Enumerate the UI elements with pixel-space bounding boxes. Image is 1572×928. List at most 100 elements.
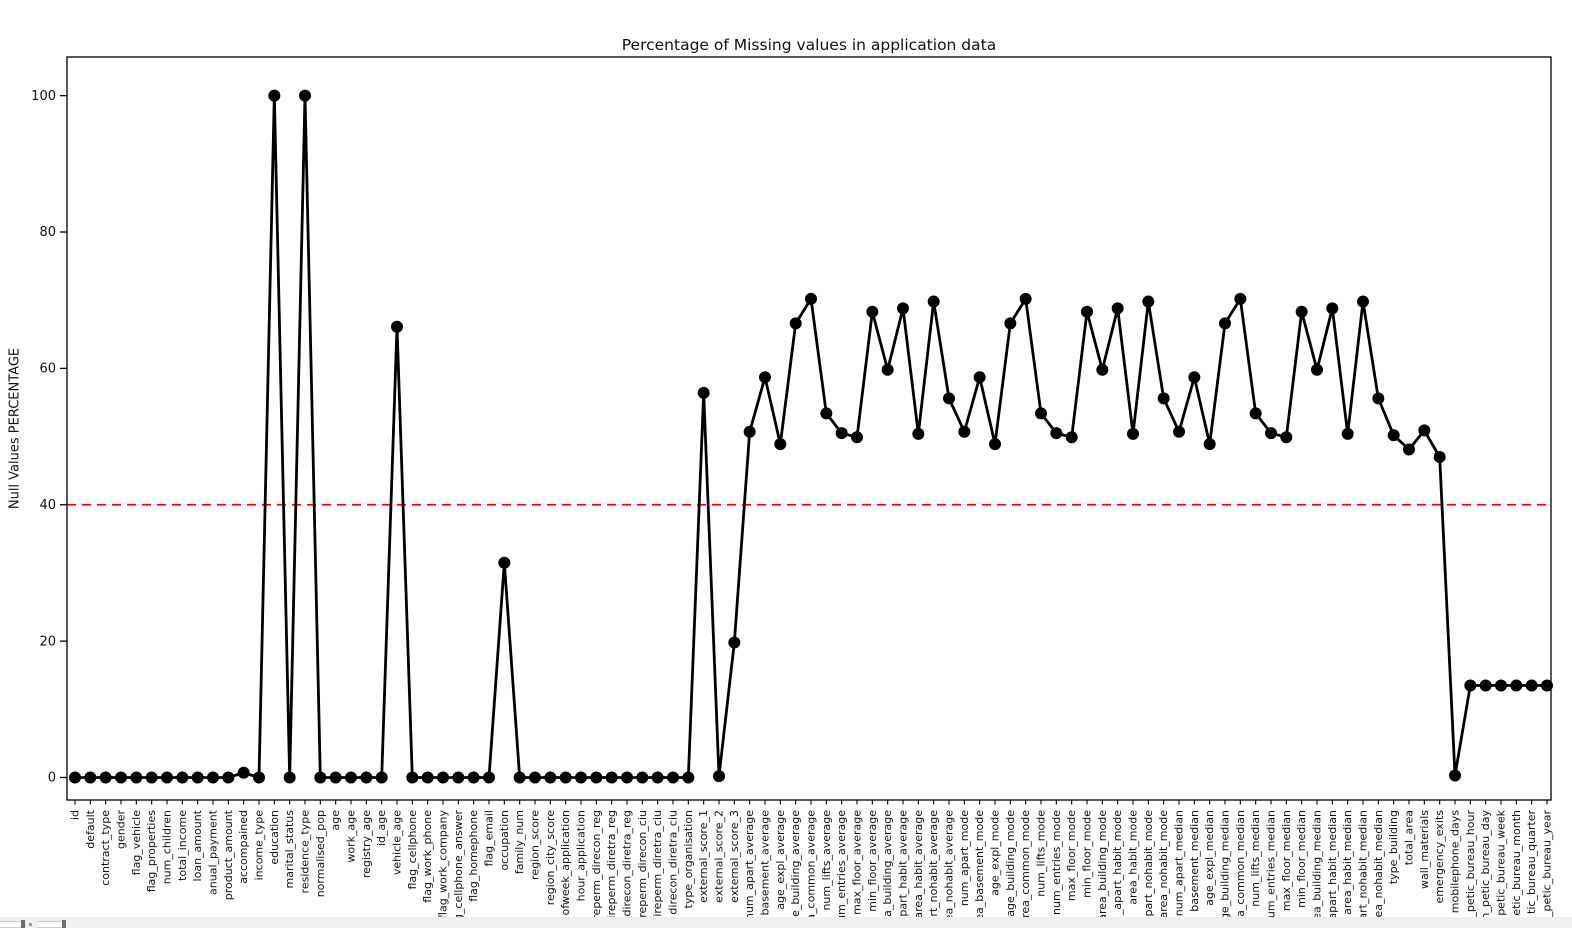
data-point-marker [483,771,495,784]
data-point-marker [958,425,971,438]
x-tick-label: emergency_exits [1433,810,1446,904]
data-point-marker [1081,305,1093,318]
x-tick-label: max_floor_median [1280,810,1293,911]
x-tick-label: etic_bureau_month [1510,810,1523,916]
data-point-marker [881,363,894,376]
x-tick-label: residence_type [299,810,312,894]
data-point-marker [636,771,649,784]
data-point-marker [253,771,265,784]
x-tick-label: flag_email [483,810,496,867]
data-point-marker [1418,424,1431,437]
x-tick-label: reperm_direcon_reg [590,810,603,920]
x-tick-label: vehicle_age [391,810,404,875]
y-tick-label: 0 [48,771,56,786]
data-point-marker [866,305,879,318]
x-tick-label: a_common_median [1234,810,1247,917]
x-tick-label: min_floor_median [1295,810,1308,908]
horizontal-scrollbar-track[interactable] [0,917,1572,928]
x-tick-label: ea_nohabit_median [1372,810,1385,918]
data-point-marker [1203,438,1216,451]
series-line [75,94,1547,779]
data-point-marker [697,386,710,399]
x-tick-label: g_cellphone_answer [452,810,465,922]
x-tick-label: flag_cellphone [406,810,419,890]
x-tick-label: external_score_2 [713,810,726,903]
data-point-marker [805,292,817,305]
x-tick-label: um_entries_median [1265,810,1278,918]
data-point-marker [1464,679,1477,692]
x-tick-label: _apart_habit_mode [1111,810,1124,916]
scrollbar-thumb[interactable] [37,921,62,928]
x-tick-label: accompained [237,810,250,884]
data-point-marker [421,771,434,784]
scrollbar-handle-icon[interactable] [62,920,66,928]
data-point-marker [1326,302,1339,315]
x-tick-label: age_building_mode [1004,810,1017,917]
x-tick-label: num_apart_mode [958,810,971,906]
data-point-marker [651,771,664,784]
data-point-marker [1295,305,1308,318]
data-point-marker [467,771,480,784]
data-point-marker [161,771,173,784]
scrollbar-thumb[interactable] [0,921,21,928]
x-tick-label: num_entries_mode [1050,810,1063,915]
data-point-marker [1403,443,1415,456]
x-tick-label: total_area [1403,810,1416,865]
x-tick-label: petic_bureau_week [1495,809,1508,915]
x-tick-label: ofweek_application [559,810,572,916]
x-tick-label: apart_habit_median [1326,810,1339,920]
data-point-marker [1249,407,1262,420]
data-point-marker [713,770,725,783]
x-tick-label: reperm_direcon_ciu [636,810,649,918]
x-tick-label: e_building_average [789,810,802,917]
data-point-marker [912,427,925,440]
x-tick-label: contract_type [99,810,112,886]
data-point-marker [1510,679,1523,692]
data-point-marker [437,771,449,784]
data-point-marker [1157,392,1170,405]
x-tick-label: num_apart_average [743,810,756,920]
x-tick-label: hour_application [575,810,588,901]
data-point-marker [1188,371,1201,384]
x-tick-label: flag_homephone [467,810,480,902]
x-tick-label: occupation [498,810,511,871]
data-point-marker [283,771,296,784]
x-tick-label: tic_bureau_quarter [1525,810,1538,914]
data-point-marker [207,771,219,784]
y-tick-label: 20 [39,634,56,649]
data-point-marker [943,392,955,405]
x-tick-label: age_expl_mode [989,810,1002,896]
x-tick-label: a_common_average [805,810,818,921]
data-point-marker [1219,317,1231,330]
data-point-marker [1525,679,1538,692]
data-point-marker [1265,427,1277,440]
x-tick-label: part_nohabit_mode [1142,810,1155,917]
data-point-marker [590,771,603,784]
data-point-marker [360,771,373,784]
scrollbar-handle-icon[interactable] [21,920,25,928]
x-tick-label: default [84,809,97,848]
x-tick-label: flag_properties [145,810,158,893]
data-point-marker [1004,317,1017,330]
data-point-marker [1280,431,1293,444]
x-tick-label: loan_amount [191,809,204,881]
chart-title: Percentage of Missing values in applicat… [621,36,997,54]
x-tick-label: num_apart_median [1173,810,1186,916]
x-tick-label: region_score [529,810,542,880]
x-tick-label: num_lifts_mode [1035,810,1048,897]
data-point-marker [176,771,189,784]
x-tick-label: min_floor_mode [1081,810,1094,898]
data-point-marker [667,771,679,784]
data-point-marker [1173,425,1185,438]
x-tick-label: id [69,810,82,820]
data-point-marker [345,771,357,784]
x-tick-label: age_expl_median [1203,810,1216,906]
x-tick-label: art_nohabit_median [1357,810,1370,920]
x-tick-label: gender [115,810,128,849]
x-tick-label: area_habit_average [912,810,925,919]
x-tick-label: wall_materials [1418,810,1431,889]
x-tick-label: um_entries_average [835,810,848,922]
x-tick-label: total_income [176,810,189,881]
x-tick-label: ireperm_diretra_ciu [651,810,664,917]
data-point-marker [452,771,465,784]
